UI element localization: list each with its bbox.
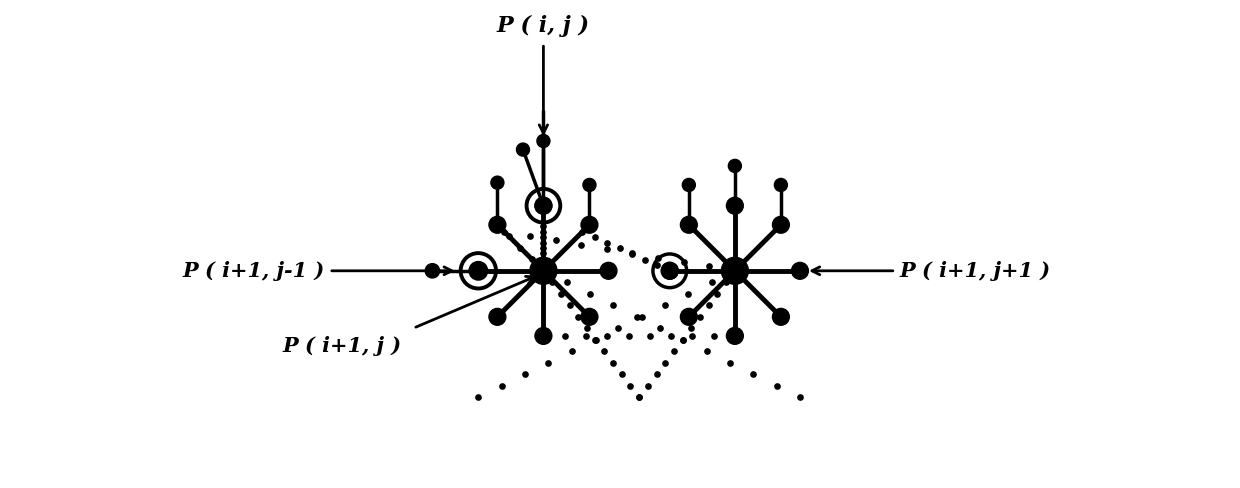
- Circle shape: [727, 197, 743, 214]
- Circle shape: [682, 179, 696, 191]
- Circle shape: [529, 257, 557, 285]
- Text: P ( i+1, j ): P ( i+1, j ): [283, 336, 402, 356]
- Circle shape: [661, 263, 678, 279]
- Circle shape: [600, 263, 618, 279]
- Text: P ( i, j ): P ( i, j ): [497, 15, 590, 37]
- Circle shape: [470, 263, 487, 279]
- Circle shape: [728, 160, 742, 172]
- Circle shape: [582, 216, 598, 233]
- Circle shape: [775, 179, 787, 191]
- Circle shape: [534, 197, 552, 214]
- Circle shape: [727, 327, 743, 345]
- Circle shape: [681, 308, 697, 325]
- Circle shape: [489, 308, 506, 325]
- Text: P ( i+1, j+1 ): P ( i+1, j+1 ): [899, 261, 1050, 281]
- Circle shape: [681, 216, 697, 233]
- Circle shape: [582, 308, 598, 325]
- Circle shape: [489, 216, 506, 233]
- Circle shape: [791, 263, 808, 279]
- Text: P ( i+1, j-1 ): P ( i+1, j-1 ): [184, 261, 325, 281]
- Circle shape: [491, 176, 503, 189]
- Circle shape: [773, 308, 790, 325]
- Circle shape: [534, 197, 552, 214]
- Circle shape: [661, 263, 678, 279]
- Circle shape: [583, 179, 596, 191]
- Circle shape: [537, 135, 549, 147]
- Circle shape: [773, 216, 790, 233]
- Circle shape: [534, 327, 552, 345]
- Circle shape: [517, 143, 529, 156]
- Circle shape: [722, 257, 749, 285]
- Circle shape: [425, 264, 439, 278]
- Circle shape: [469, 262, 487, 280]
